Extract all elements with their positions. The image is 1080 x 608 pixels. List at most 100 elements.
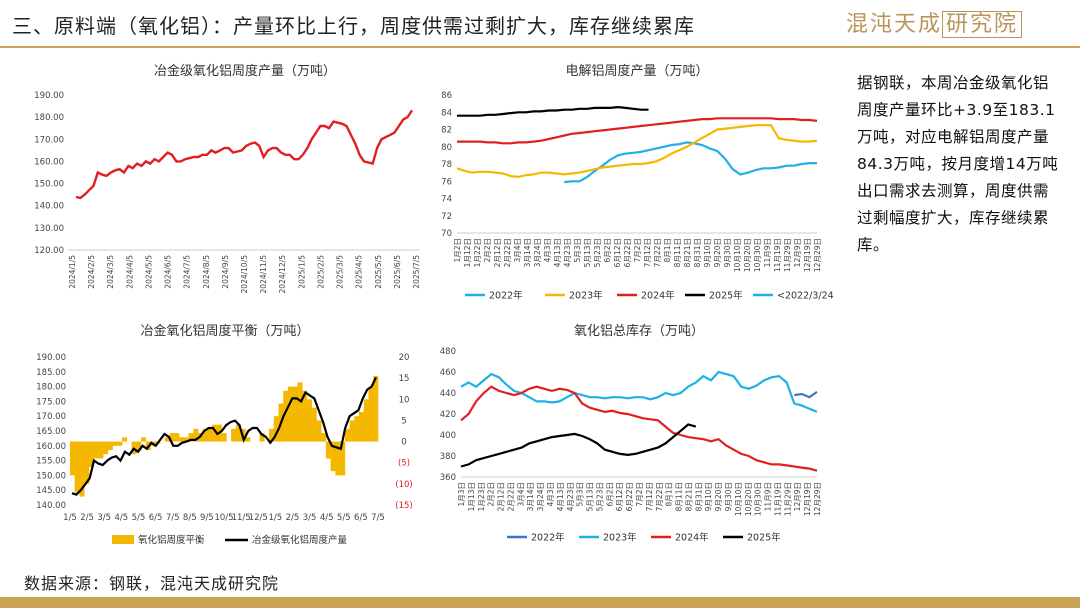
x-tick-label: 5月13日 — [586, 482, 595, 511]
chart-title: 冶金级氧化铝周度产量（万吨） — [154, 63, 336, 79]
header-divider — [0, 46, 1080, 48]
x-tick-label: 12月9日 — [793, 238, 802, 267]
balance-bar — [103, 441, 109, 455]
balance-bar — [306, 399, 312, 442]
legend-label: 2022年 — [489, 290, 523, 302]
x-tick-label: 11/5 — [232, 513, 251, 523]
balance-bar — [321, 433, 327, 442]
y-left-tick-label: 180.00 — [36, 383, 66, 393]
x-tick-label: 11月29日 — [783, 238, 792, 272]
x-tick-label: 5月23日 — [595, 482, 604, 511]
balance-bar — [354, 416, 360, 442]
series-line-1 — [456, 124, 818, 179]
balance-bar — [235, 424, 241, 442]
balance-bar — [169, 433, 175, 442]
series-line-2 — [460, 385, 818, 472]
legend-label: 2022年 — [531, 532, 565, 544]
x-tick-label: 2024/8/5 — [202, 255, 211, 289]
series-line-production — [75, 109, 414, 200]
x-tick-label: 5月23日 — [593, 238, 602, 267]
y-left-tick-label: 145.00 — [36, 486, 66, 496]
x-tick-label: 6月2日 — [605, 482, 614, 507]
x-tick-label: 2024/6/5 — [164, 255, 173, 289]
balance-bar — [178, 437, 185, 442]
y-tick-label: 130.00 — [34, 224, 64, 234]
y-right-tick-label: (15) — [395, 501, 412, 511]
balance-bar — [164, 437, 170, 442]
x-tick-label: 3月24日 — [533, 238, 542, 267]
series-line-0 — [564, 141, 817, 184]
x-tick-label: 2025/5/5 — [374, 255, 383, 289]
legend-label: 2023年 — [603, 532, 637, 544]
x-tick-label: 5/5 — [337, 513, 351, 523]
y-left-tick-label: 165.00 — [36, 427, 66, 437]
x-tick-label: 11月19日 — [773, 238, 782, 272]
x-tick-label: 3月4日 — [513, 238, 522, 263]
balance-bar — [79, 441, 85, 497]
x-tick-label: 2025/1/5 — [297, 255, 306, 289]
legend-label: 2025年 — [709, 290, 743, 302]
chart-title: 氧化铝总库存（万吨） — [574, 323, 704, 339]
x-tick-label: 7月12日 — [645, 482, 654, 511]
balance-bar — [359, 411, 365, 442]
x-tick-label: 7月22日 — [653, 238, 662, 267]
balance-bar — [259, 433, 265, 442]
balance-bar — [340, 441, 346, 476]
balance-bar — [84, 441, 90, 484]
series-line-1 — [460, 370, 818, 413]
y-right-tick-label: (10) — [395, 480, 412, 490]
balance-bar — [70, 441, 76, 476]
balance-bar — [231, 428, 237, 442]
y-right-tick-label: 15 — [399, 374, 410, 384]
y-tick-label: 140.00 — [34, 202, 64, 212]
x-tick-label: 7月22日 — [655, 482, 664, 511]
y-tick-label: 150.00 — [34, 180, 64, 190]
x-tick-label: 11月9日 — [764, 482, 773, 511]
balance-bar — [107, 441, 113, 451]
balance-bar — [311, 407, 317, 442]
x-tick-label: 3月14日 — [526, 482, 535, 511]
x-tick-label: 1月23日 — [477, 482, 486, 511]
y-tick-label: 420 — [440, 410, 456, 420]
y-tick-label: 82 — [441, 126, 452, 136]
balance-bar — [316, 420, 322, 442]
x-tick-label: 4/5 — [320, 513, 334, 523]
y-tick-label: 190.00 — [34, 91, 64, 101]
balance-bar — [112, 441, 118, 446]
y-tick-label: 480 — [440, 347, 456, 357]
y-left-tick-label: 190.00 — [36, 353, 66, 363]
x-tick-label: 4月13日 — [553, 238, 562, 267]
y-tick-label: 80 — [441, 143, 452, 153]
x-tick-label: 8/5 — [183, 513, 197, 523]
y-tick-label: 360 — [440, 473, 456, 483]
balance-bar — [363, 399, 369, 442]
balance-bar — [74, 441, 80, 493]
x-tick-label: 3月14日 — [523, 238, 532, 267]
x-tick-label: 2024/5/5 — [144, 255, 153, 289]
y-left-tick-label: 185.00 — [36, 368, 66, 378]
chart-alumina-balance: 冶金氧化铝周度平衡（万吨） 140.00 145.00 150.00 155.00 160… — [36, 323, 412, 546]
x-tick-label: 1/5 — [268, 513, 282, 523]
y-tick-label: 76 — [441, 177, 452, 187]
balance-bar — [183, 437, 189, 442]
balance-bar — [122, 437, 128, 442]
x-tick-label: 1月3日 — [457, 482, 466, 507]
x-tick-label: 5月3日 — [573, 238, 582, 263]
legend-label: 氧化铝周度平衡 — [138, 534, 205, 546]
y-right-tick-label: 10 — [399, 395, 410, 405]
balance-bar — [344, 428, 350, 442]
x-tick-label: 9月10日 — [704, 482, 713, 511]
x-tick-label: 10月30日 — [753, 238, 762, 272]
x-tick-label: 3/5 — [303, 513, 317, 523]
x-tick-label: 2024/3/5 — [106, 255, 115, 289]
x-tick-label: 6/5 — [354, 513, 368, 523]
balance-bar — [373, 376, 379, 442]
x-tick-label: 4月13日 — [556, 482, 565, 511]
x-tick-label: 2024/4/5 — [125, 255, 134, 289]
balance-bar — [273, 416, 279, 442]
y-tick-label: 84 — [441, 108, 452, 118]
x-tick-label: 2024/9/5 — [221, 255, 230, 289]
balance-bar — [98, 441, 104, 459]
x-tick-label: 2024/2/5 — [87, 255, 96, 289]
y-left-tick-label: 155.00 — [36, 457, 66, 467]
